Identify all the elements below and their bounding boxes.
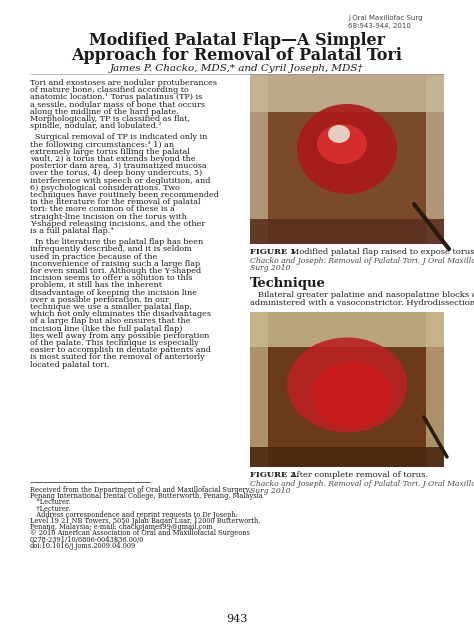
Text: vault, 2) a torus that extends beyond the: vault, 2) a torus that extends beyond th… — [30, 155, 196, 163]
Text: administered with a vasoconstrictor. Hydrodissection: administered with a vasoconstrictor. Hyd… — [250, 299, 474, 307]
Text: located palatal tori.: located palatal tori. — [30, 361, 109, 368]
Text: anatomic location.¹ Torus palatinus (TP) is: anatomic location.¹ Torus palatinus (TP)… — [30, 94, 202, 101]
Text: Approach for Removal of Palatal Tori: Approach for Removal of Palatal Tori — [72, 47, 402, 64]
Text: extremely large torus filling the palatal: extremely large torus filling the palata… — [30, 148, 190, 156]
Text: for even small tori. Although the Y-shaped: for even small tori. Although the Y-shap… — [30, 267, 201, 275]
Text: easier to accomplish in dentate patients and: easier to accomplish in dentate patients… — [30, 346, 211, 354]
Bar — [250, 312, 444, 467]
Bar — [250, 74, 444, 244]
Text: Y-shaped releasing incisions, and the other: Y-shaped releasing incisions, and the ot… — [30, 220, 205, 228]
Bar — [250, 74, 268, 244]
Text: After complete removal of torus.: After complete removal of torus. — [288, 471, 428, 479]
Text: the following circumstances:³ 1) an: the following circumstances:³ 1) an — [30, 140, 174, 149]
Text: Chacko and Joseph. Removal of Palatal Tori. J Oral Maxillofac: Chacko and Joseph. Removal of Palatal To… — [250, 480, 474, 488]
Text: Surg 2010: Surg 2010 — [250, 487, 291, 495]
Text: Chacko and Joseph. Removal of Palatal Tori. J Oral Maxillofac: Chacko and Joseph. Removal of Palatal To… — [250, 257, 474, 265]
Ellipse shape — [287, 337, 407, 432]
Text: Penang, Malaysia; e-mail: chackojames99@gmail.com: Penang, Malaysia; e-mail: chackojames99@… — [30, 523, 213, 532]
Ellipse shape — [297, 104, 397, 194]
Text: †Lecturer.: †Lecturer. — [30, 504, 70, 513]
Text: along the midline of the hard palate.: along the midline of the hard palate. — [30, 108, 179, 116]
Text: over the torus, 4) deep bony undercuts, 5): over the torus, 4) deep bony undercuts, … — [30, 169, 202, 178]
Text: Modified palatal flap raised to expose torus.: Modified palatal flap raised to expose t… — [288, 248, 474, 256]
Text: *Lecturer.: *Lecturer. — [30, 499, 71, 506]
Text: Morphologically, TP is classified as flat,: Morphologically, TP is classified as fla… — [30, 115, 190, 123]
Text: of a large flap but also ensures that the: of a large flap but also ensures that th… — [30, 317, 191, 325]
Text: spindle, nodular, and lobulated.²: spindle, nodular, and lobulated.² — [30, 122, 162, 130]
Bar — [250, 312, 268, 467]
Text: disadvantage of keeping the incision line: disadvantage of keeping the incision lin… — [30, 289, 197, 296]
Text: J Oral Maxillofac Surg
68:943-944, 2010: J Oral Maxillofac Surg 68:943-944, 2010 — [348, 15, 422, 29]
Text: Level 19 21 NB Towers, 5050 Jalan Bagan Luar, 12000 Butterworth,: Level 19 21 NB Towers, 5050 Jalan Bagan … — [30, 517, 260, 525]
Text: which not only eliminates the disadvantages: which not only eliminates the disadvanta… — [30, 310, 211, 318]
Text: Bilateral greater palatine and nasopalatine blocks are: Bilateral greater palatine and nasopalat… — [250, 291, 474, 299]
Text: incision line (like the full palatal flap): incision line (like the full palatal fla… — [30, 325, 182, 332]
Text: Surg 2010: Surg 2010 — [250, 264, 291, 272]
Text: of mature bone, classified according to: of mature bone, classified according to — [30, 86, 189, 94]
Ellipse shape — [317, 124, 367, 164]
Text: incision seems to offer a solution to this: incision seems to offer a solution to th… — [30, 274, 192, 283]
Bar — [426, 312, 444, 467]
Text: infrequently described, and it is seldom: infrequently described, and it is seldom — [30, 245, 192, 253]
Text: FIGURE 1.: FIGURE 1. — [250, 248, 299, 256]
Text: Technique: Technique — [250, 277, 326, 290]
Text: used in practice because of the: used in practice because of the — [30, 253, 157, 260]
Text: techniques have routinely been recommended: techniques have routinely been recommend… — [30, 191, 219, 199]
Bar — [250, 219, 444, 244]
Text: Penang International Dental College, Butterworth, Penang, Malaysia: Penang International Dental College, But… — [30, 492, 263, 500]
Text: 943: 943 — [226, 614, 248, 624]
Bar — [250, 312, 444, 347]
Text: is a full palatal flap.⁴: is a full palatal flap.⁴ — [30, 227, 113, 235]
Text: problem, it still has the inherent: problem, it still has the inherent — [30, 281, 162, 289]
Text: lies well away from any possible perforation: lies well away from any possible perfora… — [30, 332, 210, 340]
Bar — [250, 447, 444, 467]
Text: interference with speech or deglutition, and: interference with speech or deglutition,… — [30, 176, 210, 185]
Text: Address correspondence and reprint requests to Dr Joseph:: Address correspondence and reprint reque… — [30, 511, 238, 519]
Text: Modified Palatal Flap—A Simpler: Modified Palatal Flap—A Simpler — [89, 32, 385, 49]
Text: Tori and exostoses are nodular protuberances: Tori and exostoses are nodular protubera… — [30, 79, 217, 87]
Text: tori: the more common of these is a: tori: the more common of these is a — [30, 205, 175, 214]
Text: 0278-2391/10/6806-0043$36.00/0: 0278-2391/10/6806-0043$36.00/0 — [30, 535, 145, 544]
Bar — [250, 74, 444, 112]
Text: is most suited for the removal of anteriorly: is most suited for the removal of anteri… — [30, 353, 205, 362]
Text: Received from the Department of Oral and Maxillofacial Surgery,: Received from the Department of Oral and… — [30, 486, 251, 494]
Text: straight-line incision on the torus with: straight-line incision on the torus with — [30, 212, 187, 221]
Text: posterior dam area, 3) traumatized mucosa: posterior dam area, 3) traumatized mucos… — [30, 162, 207, 170]
Text: doi:10.1016/j.joms.2009.04.009: doi:10.1016/j.joms.2009.04.009 — [30, 542, 136, 550]
Ellipse shape — [312, 363, 392, 427]
Text: in the literature for the removal of palatal: in the literature for the removal of pal… — [30, 198, 201, 206]
Text: of the palate. This technique is especially: of the palate. This technique is especia… — [30, 339, 199, 347]
Text: © 2010 American Association of Oral and Maxillofacial Surgeons: © 2010 American Association of Oral and … — [30, 530, 250, 537]
Text: over a possible perforation. In our: over a possible perforation. In our — [30, 296, 169, 304]
Text: inconvenience of raising such a large flap: inconvenience of raising such a large fl… — [30, 260, 200, 268]
Text: James P. Chacko, MDS,* and Cyril Joseph, MDS†: James P. Chacko, MDS,* and Cyril Joseph,… — [110, 64, 364, 73]
Text: FIGURE 2.: FIGURE 2. — [250, 471, 299, 479]
Text: Surgical removal of TP is indicated only in: Surgical removal of TP is indicated only… — [35, 133, 207, 142]
Text: In the literature the palatal flap has been: In the literature the palatal flap has b… — [35, 238, 203, 246]
Text: a sessile, nodular mass of bone that occurs: a sessile, nodular mass of bone that occ… — [30, 100, 205, 109]
Bar — [426, 74, 444, 244]
Ellipse shape — [328, 125, 350, 143]
Text: 6) psychological considerations. Two: 6) psychological considerations. Two — [30, 184, 180, 191]
Text: technique we use a smaller palatal flap,: technique we use a smaller palatal flap, — [30, 303, 192, 311]
